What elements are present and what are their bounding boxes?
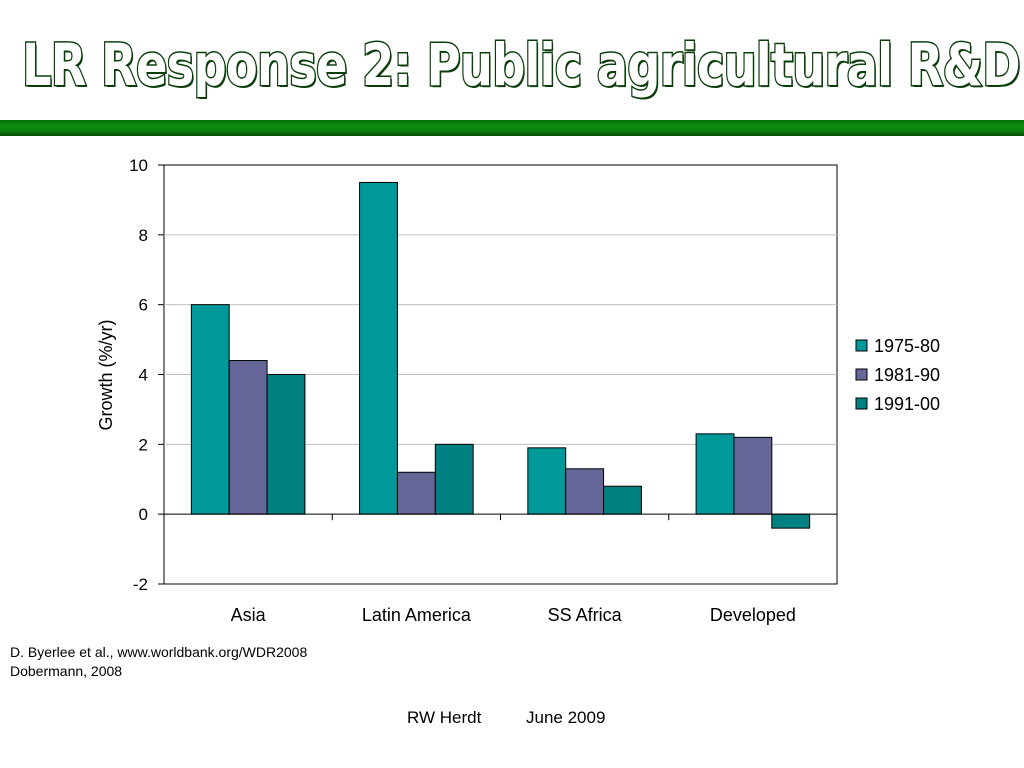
bar-ss-africa-1981-90 [565,468,605,515]
x-tick-label: SS Africa [548,605,623,625]
legend-swatch [855,339,868,352]
legend-swatch [855,397,868,410]
y-tick-label: 8 [139,226,148,245]
y-axis-label: Growth (%/yr) [96,319,116,430]
x-axis: Asia Latin America SS Africa Developed [231,514,796,625]
bar-latin-america-1991-00 [434,443,474,515]
x-tick-label: Asia [231,605,267,625]
bar-developed-1981-90 [733,436,773,515]
source-citation-1: D. Byerlee et al., www.worldbank.org/WDR… [10,644,308,660]
bar-developed-1975-80 [695,433,735,515]
bar-ss-africa-1991-00 [603,485,642,515]
y-tick-label: 2 [139,435,148,454]
y-tick-label: 6 [139,296,148,315]
bar-developed-1991-00 [771,513,811,529]
bar-latin-america-1981-90 [396,471,436,515]
legend-swatch [855,368,868,381]
footer-author: RW Herdt [407,708,482,727]
y-tick-label: 0 [139,505,148,524]
legend-label: 1991-00 [874,394,940,414]
bars [190,181,811,529]
x-tick-label: Latin America [362,605,472,625]
x-tick-label: Developed [710,605,796,625]
slide-title: LR Response 2: Public agricultural R&D [21,31,1022,99]
title-divider [0,120,1024,136]
footer-date: June 2009 [526,708,606,727]
bar-asia-1991-00 [266,374,306,515]
bar-ss-africa-1975-80 [527,447,567,515]
y-axis: -2 0 2 4 6 8 10 [129,156,164,594]
bar-chart: -2 0 2 4 6 8 10 Asia Latin America SS Africa Deve… [96,156,940,625]
y-tick-label: 10 [129,156,148,175]
bar-latin-america-1975-80 [359,181,398,515]
legend-label: 1975-80 [874,336,940,356]
legend-label: 1981-90 [874,365,940,385]
y-tick-label: 4 [139,366,148,385]
legend: 1975-80 1981-90 1991-00 [855,336,940,414]
y-tick-label: -2 [133,575,148,594]
bar-asia-1975-80 [190,304,230,515]
bar-asia-1981-90 [228,360,268,515]
source-citation-2: Dobermann, 2008 [10,663,123,679]
